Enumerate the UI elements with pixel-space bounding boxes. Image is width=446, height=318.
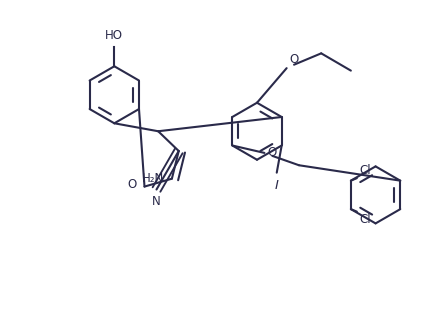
Text: HO: HO	[105, 29, 123, 42]
Text: N: N	[152, 196, 161, 208]
Text: O: O	[128, 178, 137, 190]
Text: I: I	[275, 179, 279, 191]
Text: H₂N: H₂N	[142, 172, 165, 185]
Text: O: O	[267, 146, 276, 159]
Text: O: O	[289, 53, 298, 66]
Text: Cl: Cl	[360, 213, 372, 226]
Text: Cl: Cl	[360, 164, 372, 177]
